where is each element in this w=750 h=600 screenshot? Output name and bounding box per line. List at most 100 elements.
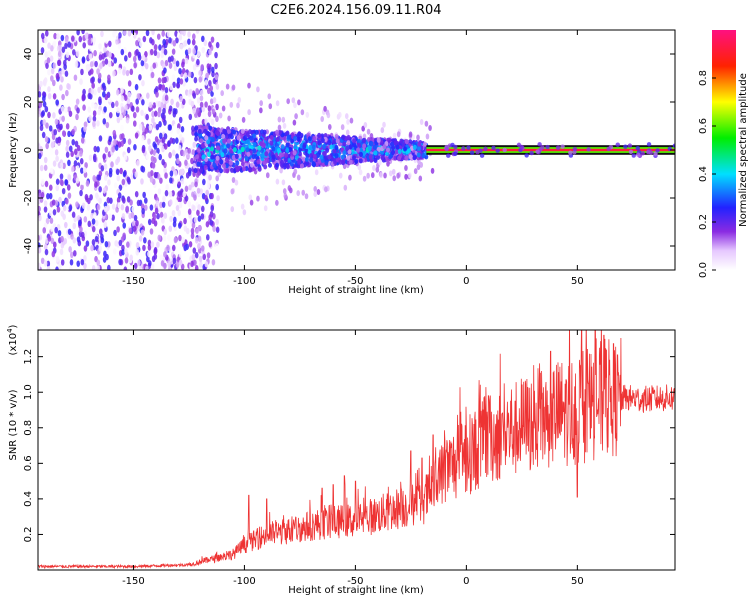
spectrogram-cell: [275, 100, 280, 107]
spectrogram-cell: [105, 121, 110, 129]
spectrogram-cell: [90, 77, 94, 84]
spectrogram-cell: [47, 111, 51, 119]
spectrogram-cell: [342, 150, 347, 156]
spectrogram-cell: [173, 236, 178, 244]
spectrogram-cell: [216, 130, 221, 137]
spectrogram-cell: [116, 174, 121, 182]
spectrogram-cell: [199, 138, 204, 144]
spectrogram-cell: [190, 227, 195, 235]
spectrogram-cell: [231, 84, 236, 91]
spectrogram-cell: [391, 149, 396, 155]
spectrogram-cell: [142, 191, 146, 199]
spectrogram-cell: [60, 259, 65, 266]
spectrogram-y-ticks: -40 -20 0 20 40: [23, 48, 675, 254]
spectrogram-cell: [136, 159, 140, 167]
spectrogram-cell: [135, 219, 139, 227]
spectrogram-cell: [236, 102, 240, 109]
spectrogram-cell: [133, 214, 138, 222]
spectrogram-cell: [136, 93, 141, 100]
spectrogram-cell: [193, 217, 198, 224]
spectrogram-cell: [49, 217, 54, 224]
spectrogram-cell: [148, 101, 153, 109]
spectrogram-cell: [212, 97, 217, 104]
spectrogram-cell: [316, 188, 321, 195]
spectrogram-cell: [200, 142, 205, 149]
spectrogram-cell: [178, 116, 183, 124]
spectrogram-cell: [231, 177, 236, 184]
spectrogram-cell: [98, 186, 102, 193]
spectrogram-cell: [81, 57, 86, 64]
spectrogram-cell: [338, 172, 343, 179]
spectrogram-cell: [172, 40, 177, 47]
spectrogram-cell: [135, 106, 140, 113]
spectrogram-cell: [171, 209, 176, 217]
spectrogram-cell: [200, 63, 205, 71]
spectrogram-cell: [202, 178, 206, 186]
spectrogram-cell: [125, 69, 130, 77]
spectrogram-cell: [646, 142, 652, 147]
spectrogram-cell: [147, 244, 152, 251]
spectrogram-cell: [190, 232, 195, 240]
spectrogram-cell: [47, 42, 51, 49]
spectrogram-cell: [80, 167, 84, 174]
spectrogram-cell: [187, 208, 192, 215]
spectrogram-cell: [142, 244, 146, 252]
spectrogram-cell: [283, 157, 288, 163]
spectrogram-cell: [491, 145, 496, 151]
spectrogram-cell: [40, 257, 45, 265]
spectrogram-cell: [338, 111, 342, 118]
spectrogram-cell: [235, 160, 240, 166]
spectrogram-cell: [179, 95, 183, 103]
spectrogram-cell: [210, 66, 215, 74]
spectrogram-cell: [145, 265, 149, 270]
spectrogram-cell: [61, 93, 65, 101]
spectrogram-cell: [119, 167, 123, 175]
spectrogram-cell: [349, 117, 354, 124]
spectrogram-cell: [118, 32, 122, 39]
spectrogram-cell: [234, 179, 239, 186]
spectrogram-cell: [102, 118, 107, 125]
spectrogram-cell: [175, 261, 180, 268]
spectrogram-cell: [244, 155, 249, 162]
spectrogram-cell: [50, 45, 54, 52]
spectrogram-cell: [204, 135, 209, 141]
spectrogram-cell: [269, 134, 274, 141]
spectrogram-cell: [223, 148, 228, 154]
spectrogram-cell: [214, 51, 218, 59]
spectrogram-cell: [229, 101, 234, 108]
spectrogram-cell: [215, 155, 220, 161]
spectrogram-cell: [208, 214, 213, 221]
spectrogram-cell: [264, 151, 269, 157]
spectrogram-cell: [362, 175, 367, 182]
spectrogram-cell: [137, 54, 142, 61]
spectrogram-cell: [359, 151, 364, 157]
spectrogram-cell: [495, 148, 500, 153]
spectrogram-cell: [419, 161, 424, 168]
spectrogram-cell: [159, 211, 164, 219]
spectrogram-cell: [94, 60, 98, 68]
spectrogram-cell: [151, 30, 155, 36]
spectrogram-cell: [282, 188, 287, 195]
spectrogram-cell: [162, 235, 167, 242]
spectrogram-cell: [188, 184, 192, 191]
spectrogram-cell: [348, 143, 353, 150]
spectrogram-cell: [114, 100, 119, 107]
spectrogram-cell: [192, 33, 196, 40]
spectrogram-cell: [386, 147, 391, 153]
spectrogram-cell: [263, 205, 268, 212]
spectrogram-cell: [161, 136, 166, 144]
spectrogram-cell: [204, 194, 208, 202]
spectrogram-cell: [243, 135, 248, 141]
spectrogram-cell: [76, 30, 80, 36]
spectrogram-cell: [282, 122, 287, 129]
spectrogram-cell: [412, 144, 417, 151]
spectrogram-cell: [257, 145, 262, 151]
spectrogram-cell: [397, 155, 402, 161]
spectrogram-cell: [83, 255, 87, 262]
spectrogram-cell: [162, 195, 166, 202]
spectrogram-cell: [158, 83, 162, 91]
spectrogram-cell: [149, 37, 153, 44]
spectrogram-cell: [111, 214, 115, 221]
spectrogram-cell: [84, 162, 88, 169]
spectrogram-cell: [140, 229, 145, 236]
